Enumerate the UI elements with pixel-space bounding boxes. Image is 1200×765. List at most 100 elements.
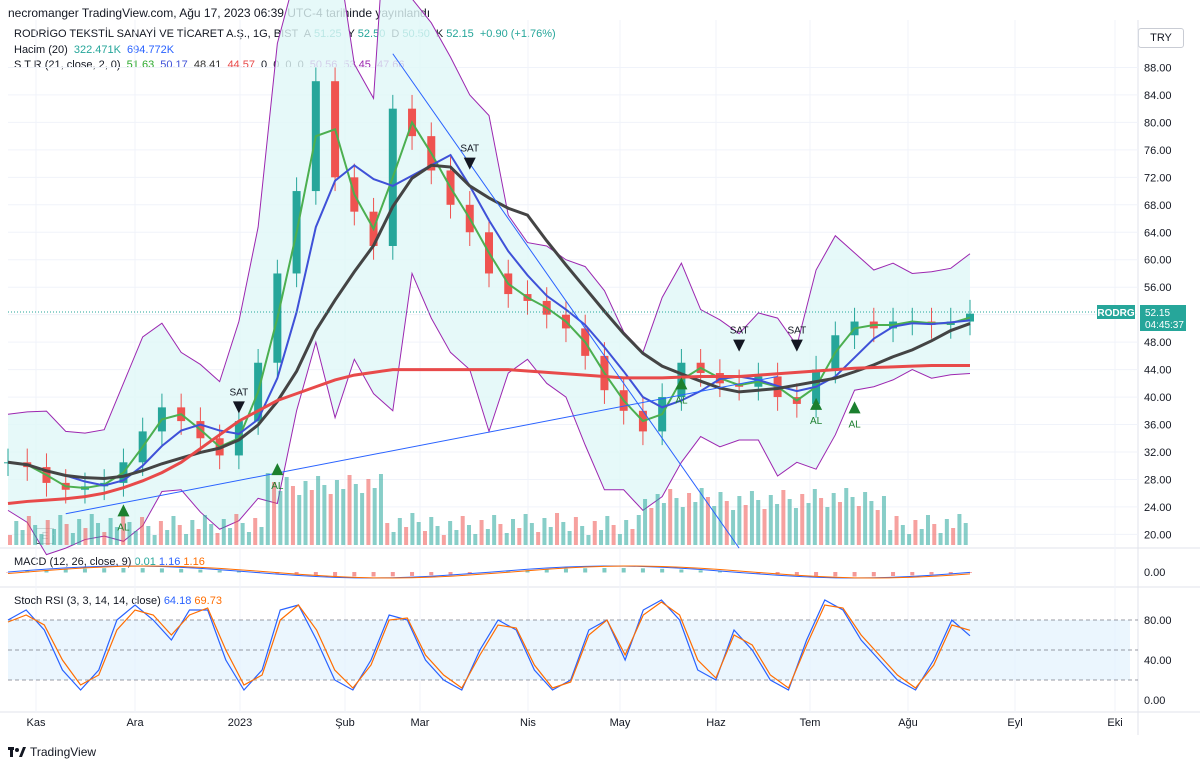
price-tick-label: 88.00 [1144, 62, 1172, 74]
volume-bar [265, 473, 270, 545]
events-button[interactable]: E [36, 528, 54, 544]
buy-signal-label: AL [117, 522, 130, 533]
bollinger-band-fill [8, 0, 970, 555]
tradingview-brand[interactable]: TradingView [8, 745, 96, 759]
volume-bar [800, 494, 805, 545]
macd-hist-bar [660, 568, 665, 573]
macd-value-3: 1.16 [183, 556, 205, 568]
time-tick-label: Tem [800, 717, 821, 729]
volume-bar [793, 508, 798, 545]
volume-bar [938, 533, 943, 545]
volume-bar [649, 508, 654, 545]
volume-bar [209, 524, 214, 545]
macd-hist-bar [910, 572, 915, 576]
price-tick-label: 80.00 [1144, 117, 1172, 129]
price-tick-label: 44.00 [1144, 365, 1172, 377]
volume-bar [14, 521, 19, 545]
volume-bar [837, 502, 842, 545]
tradingview-brand-text: TradingView [30, 745, 97, 759]
volume-bar [844, 488, 849, 545]
macd-hist-bar [256, 572, 261, 573]
candle-body [696, 362, 705, 374]
volume-bar [378, 474, 383, 545]
macd-hist-bar [737, 572, 742, 573]
candle-body [465, 204, 474, 233]
volume-bar [341, 489, 346, 545]
macd-label: MACD (12, 26, close, 9) [14, 556, 132, 568]
volume-bar [272, 482, 277, 545]
macd-hist-bar [621, 568, 626, 573]
close-value: 52.15 [446, 28, 474, 40]
close-label: K [435, 28, 444, 40]
str-fast-line [7, 120, 971, 490]
macd-hist-bar [698, 570, 703, 573]
candle-body [792, 397, 801, 404]
macd-value-1: 0.01 [134, 556, 156, 568]
volume-bar [586, 535, 591, 545]
volume-bar [334, 480, 339, 545]
volume-bar [819, 498, 824, 545]
currency-button[interactable]: TRY [1138, 28, 1184, 48]
macd-hist-bar [525, 570, 530, 573]
macd-hist-bar [891, 572, 896, 577]
volume-bar [441, 535, 446, 545]
volume-bar [64, 524, 69, 545]
volume-bar [592, 521, 597, 545]
volume-bar [536, 532, 541, 545]
time-tick-label: Nis [520, 717, 536, 729]
volume-bar [624, 520, 629, 545]
candle-body [850, 321, 859, 336]
buy-signal-marker [848, 401, 861, 414]
buy-signal-label: AL [271, 481, 284, 492]
volume-bar [102, 532, 107, 545]
stoch-d-line [7, 601, 971, 689]
volume-bar [114, 527, 119, 545]
trendline [65, 375, 778, 515]
buy-signal-marker [117, 504, 130, 517]
volume-bar [643, 499, 648, 545]
volume-bar [749, 491, 754, 545]
macd-legend[interactable]: MACD (12, 26, close, 9) 0.01 1.16 1.16 [14, 556, 205, 568]
buy-signal-label: AL [810, 416, 823, 427]
time-tick-label: Mar [411, 717, 430, 729]
stoch-legend[interactable]: Stoch RSI (3, 3, 14, 14, close) 64.18 69… [14, 595, 222, 607]
price-tick-label: 20.00 [1144, 529, 1172, 541]
macd-hist-bar [198, 569, 203, 573]
sell-signal-marker [733, 339, 746, 352]
candle-body [715, 373, 724, 384]
volume-bar [529, 523, 534, 545]
symbol-tag [1097, 305, 1135, 319]
volume-bar [391, 532, 396, 545]
volume-bar [712, 506, 717, 545]
volume-bar [253, 518, 258, 545]
symbol-title[interactable]: RODRİGO TEKSTİL SANAYİ VE TİCARET A.Ş., … [14, 28, 299, 40]
volume-bar [699, 488, 704, 545]
macd-hist-bar [44, 570, 49, 573]
time-tick-label: May [610, 717, 631, 729]
volume-bar [466, 525, 471, 545]
volume-bar [919, 529, 924, 545]
candle-body [754, 376, 763, 387]
open-value: 51.25 [314, 28, 342, 40]
macd-hist-bar [814, 572, 819, 577]
candle-body [42, 467, 51, 483]
volume-legend[interactable]: Hacim (20) 322.471K 694.772K [14, 44, 177, 56]
volume-bar [831, 493, 836, 545]
volume-bar [404, 527, 409, 545]
volume-bar [825, 507, 830, 545]
volume-bar [460, 516, 465, 545]
volume-bar [435, 526, 440, 545]
volume-bar [900, 525, 905, 545]
volume-bar [127, 522, 132, 545]
candle-body [369, 211, 378, 246]
macd-hist-bar [640, 568, 645, 573]
volume-bar [743, 505, 748, 545]
volume-bar [70, 533, 75, 545]
buy-signal-label: AL [848, 419, 861, 430]
volume-bar [951, 528, 956, 545]
volume-bar [542, 518, 547, 545]
stoch-k-value: 64.18 [163, 595, 192, 607]
str-legend[interactable]: S T R (21, close, 2, 0) 51.63 50.17 48.4… [14, 59, 408, 71]
volume-bar [259, 527, 264, 545]
